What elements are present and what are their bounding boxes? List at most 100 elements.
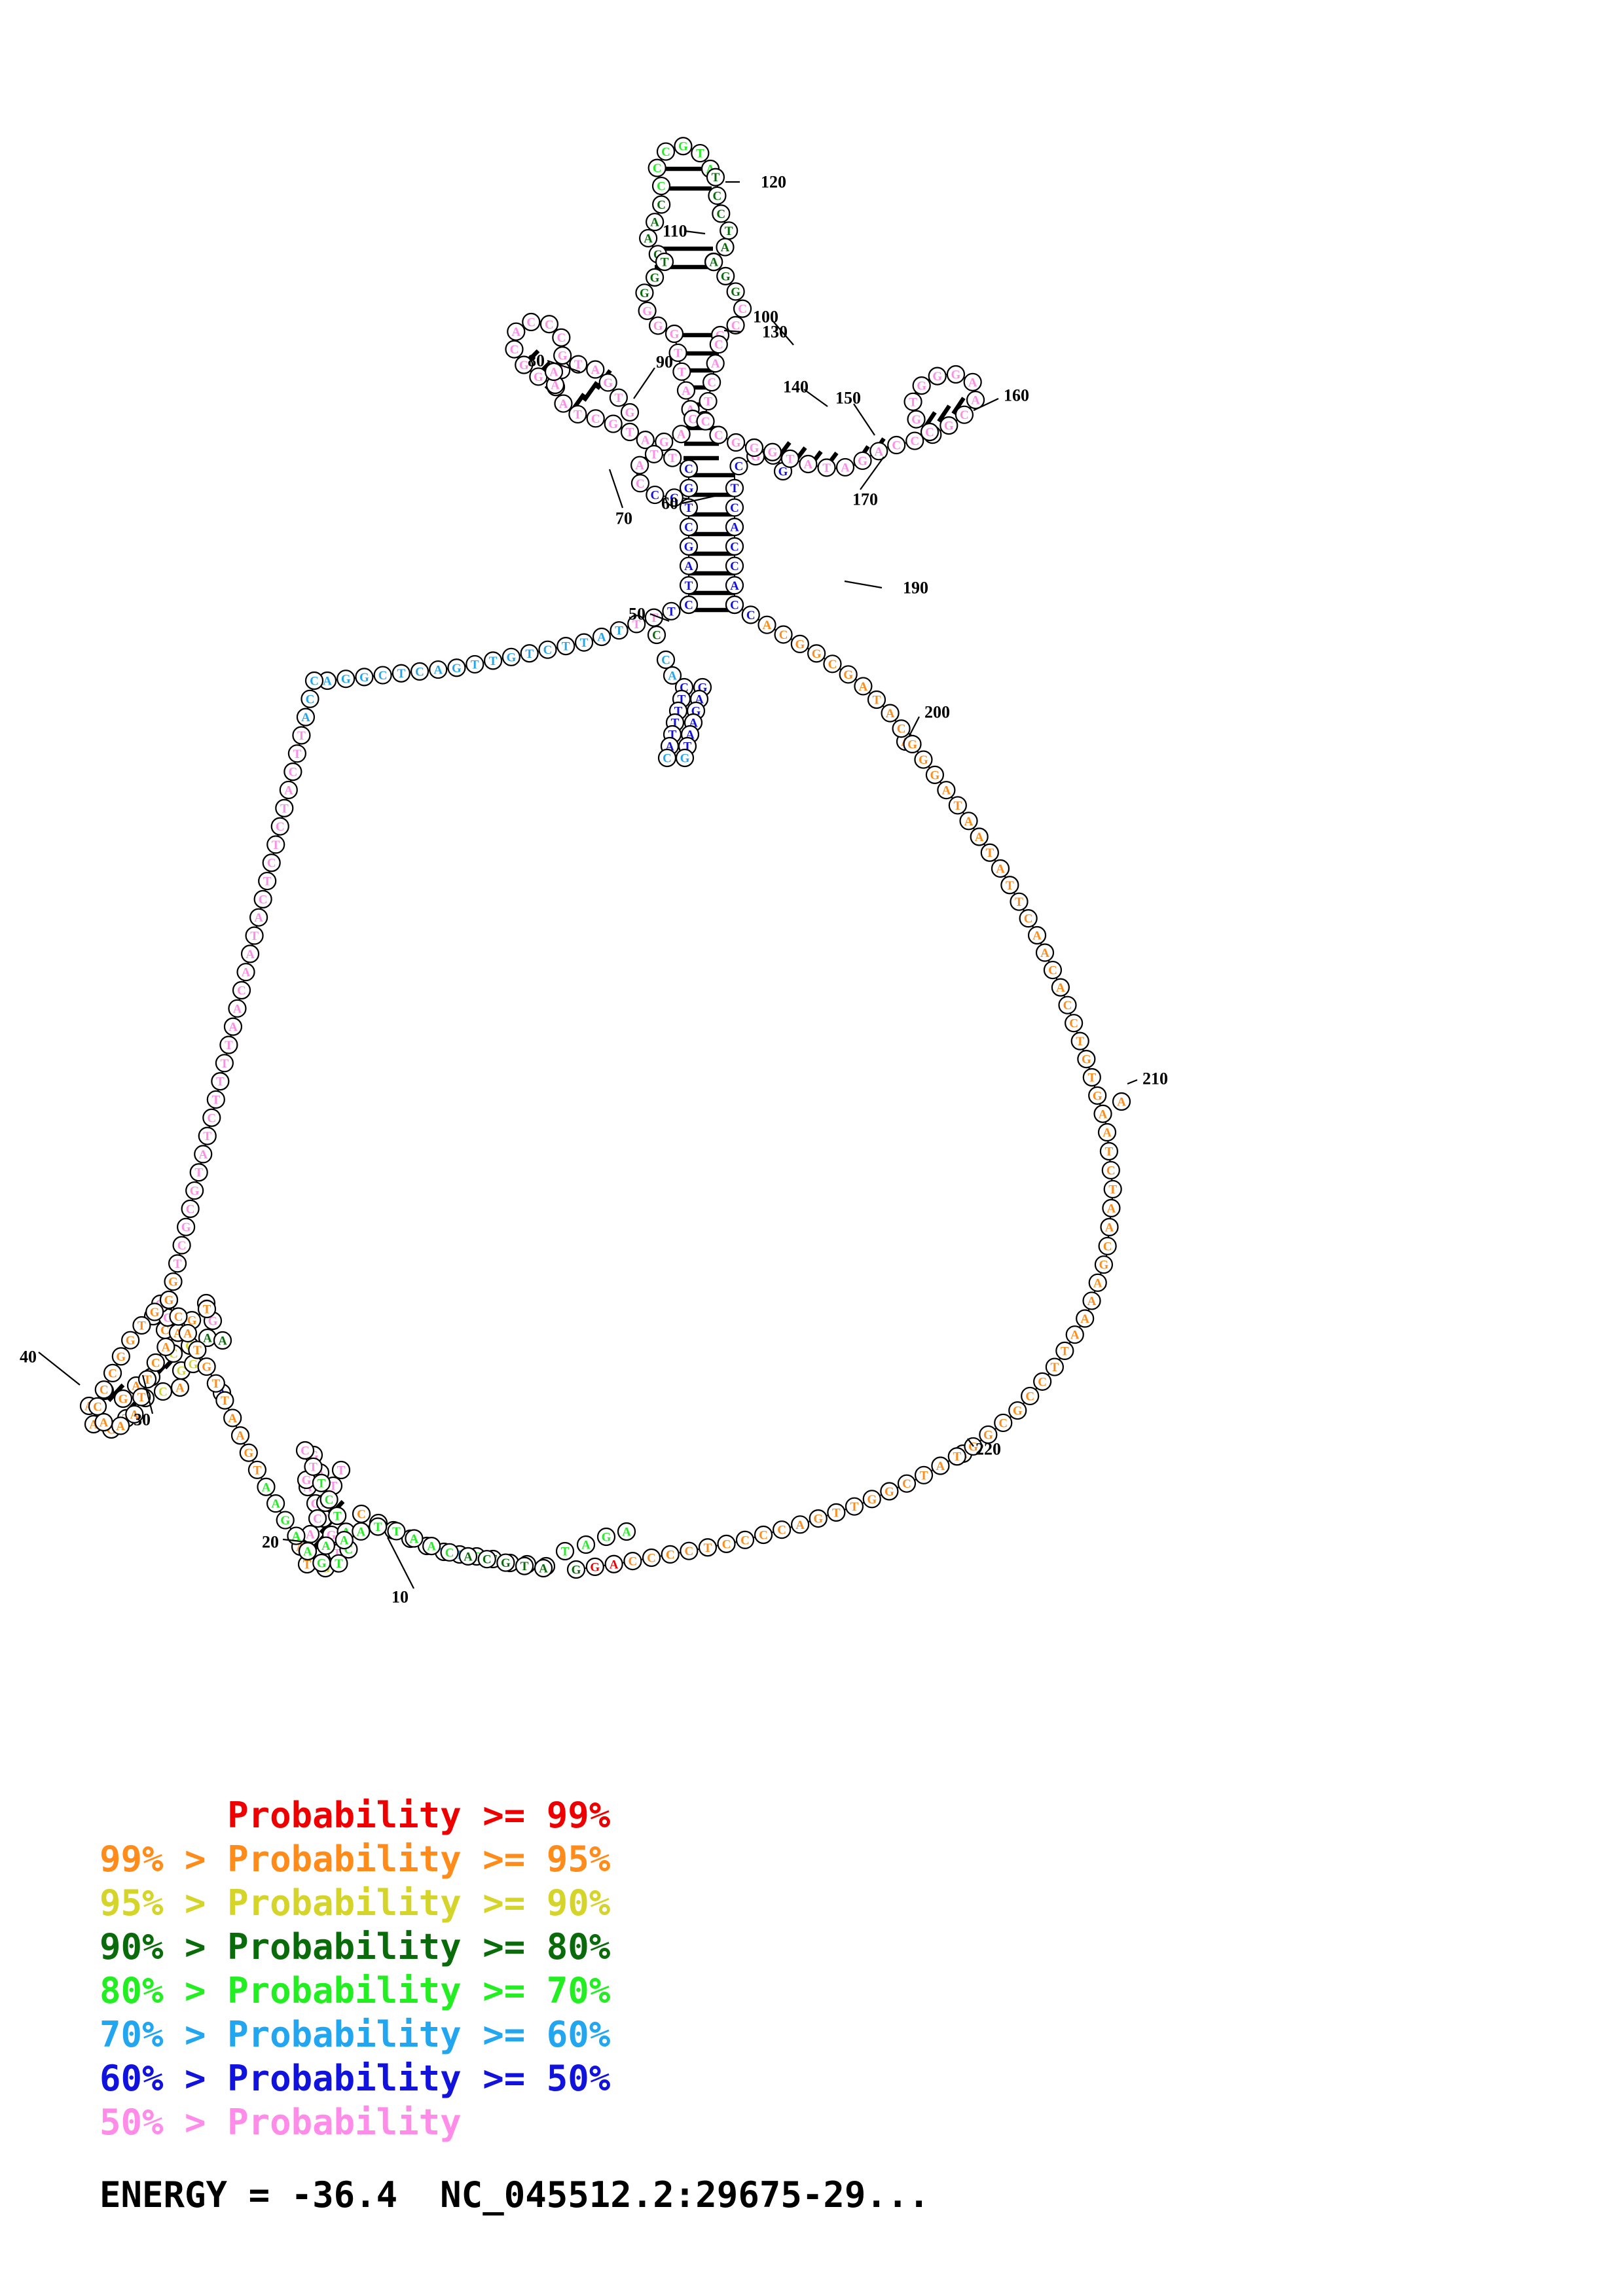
nucleotide-38[interactable]: G [113, 1389, 133, 1408]
nucleotide-0[interactable]: A [1097, 1122, 1117, 1142]
nucleotide-0[interactable]: T [817, 458, 836, 477]
nucleotide-0[interactable]: C [892, 719, 911, 738]
nucleotide-0[interactable]: C [270, 817, 289, 836]
nucleotide-0[interactable]: C [661, 1545, 680, 1564]
nucleotide-0[interactable]: A [352, 1522, 371, 1541]
nucleotide-0[interactable]: T [245, 926, 264, 945]
nucleotide-2[interactable]: T [555, 1541, 575, 1561]
nucleotide-0[interactable]: A [298, 1541, 318, 1561]
nucleotide-0[interactable]: T [668, 343, 687, 363]
nucleotide-0[interactable]: G [566, 1560, 586, 1579]
nucleotide-0[interactable]: A [156, 1337, 175, 1357]
nucleotide-0[interactable]: A [854, 677, 873, 696]
nucleotide-0[interactable]: A [223, 1408, 242, 1427]
nucleotide-0[interactable]: A [991, 859, 1010, 878]
nucleotide-0[interactable]: A [458, 1547, 478, 1566]
nucleotide-0[interactable]: G [177, 1217, 196, 1236]
nucleotide-0[interactable]: A [257, 1477, 276, 1496]
nucleotide-0[interactable]: G [716, 266, 735, 285]
nucleotide-0[interactable]: T [672, 362, 691, 381]
nucleotide-29[interactable]: C [308, 1509, 327, 1528]
nucleotide-0[interactable]: G [312, 1553, 331, 1573]
nucleotide-0[interactable]: A [230, 1426, 250, 1445]
nucleotide-0[interactable]: A [931, 1456, 950, 1475]
nucleotide-0[interactable]: A [335, 1531, 354, 1550]
nucleotide-77[interactable]: G [675, 748, 695, 768]
nucleotide-0[interactable]: C [410, 662, 429, 681]
nucleotide-0[interactable]: T [569, 355, 588, 374]
nucleotide-0[interactable]: A [716, 238, 735, 257]
nucleotide-0[interactable]: C [301, 689, 319, 708]
nucleotide-0[interactable]: C [955, 405, 974, 424]
nucleotide-0[interactable]: G [790, 634, 809, 654]
nucleotide-0[interactable]: C [709, 335, 728, 354]
nucleotide-0[interactable]: T [312, 1473, 331, 1492]
nucleotide-0[interactable]: G [635, 283, 654, 302]
nucleotide-0[interactable]: C [905, 431, 924, 450]
nucleotide-0[interactable]: T [219, 1035, 238, 1054]
nucleotide-0[interactable]: T [1099, 1141, 1118, 1161]
nucleotide-0[interactable]: C [304, 671, 324, 691]
nucleotide-0[interactable]: C [725, 498, 744, 517]
nucleotide-0[interactable]: G [447, 658, 466, 677]
nucleotide-0[interactable]: G [674, 137, 693, 156]
nucleotide-0[interactable]: T [369, 1517, 388, 1536]
nucleotide-0[interactable]: C [94, 1380, 113, 1399]
nucleotide-0[interactable]: A [1065, 1325, 1084, 1344]
nucleotide-0[interactable]: T [980, 843, 999, 862]
nucleotide-0[interactable]: C [652, 195, 671, 214]
nucleotide-0[interactable]: T [329, 1554, 348, 1573]
nucleotide-0[interactable]: G [880, 1482, 899, 1501]
nucleotide-0[interactable]: T [845, 1497, 864, 1516]
nucleotide-0[interactable]: A [757, 615, 776, 634]
nucleotide-0[interactable]: T [275, 798, 294, 817]
nucleotide-0[interactable]: C [642, 1548, 661, 1568]
nucleotide-0[interactable]: C [897, 1474, 917, 1493]
nucleotide-0[interactable]: T [211, 1072, 230, 1091]
nucleotide-0[interactable]: C [253, 889, 272, 908]
nucleotide-0[interactable]: A [706, 354, 725, 373]
nucleotide-0[interactable]: G [585, 1557, 604, 1576]
nucleotide-0[interactable]: A [639, 228, 658, 248]
nucleotide-48[interactable]: A [198, 1328, 217, 1348]
nucleotide-0[interactable]: C [295, 1441, 315, 1460]
nucleotide-0[interactable]: A [125, 1405, 144, 1424]
nucleotide-0[interactable]: C [283, 762, 302, 781]
nucleotide-0[interactable]: C [656, 142, 676, 161]
nucleotide-0[interactable]: T [287, 744, 306, 763]
nucleotide-0[interactable]: G [197, 1357, 216, 1376]
nucleotide-0[interactable]: A [236, 963, 255, 982]
nucleotide-0[interactable]: G [145, 1302, 164, 1321]
nucleotide-0[interactable]: C [774, 625, 793, 644]
nucleotide-0[interactable]: C [887, 435, 906, 455]
nucleotide-63[interactable]: A [663, 666, 682, 685]
nucleotide-0[interactable]: C [202, 1108, 221, 1127]
nucleotide-0[interactable]: T [655, 252, 674, 272]
nucleotide-0[interactable]: T [644, 444, 664, 463]
nucleotide-59[interactable]: G [297, 1470, 316, 1490]
nucleotide-0[interactable]: G [862, 1490, 881, 1509]
nucleotide-0[interactable]: T [1082, 1067, 1101, 1087]
nucleotide-0[interactable]: C [712, 204, 731, 223]
nucleotide-0[interactable]: C [994, 1413, 1013, 1433]
nucleotide-0[interactable]: G [529, 367, 548, 386]
nucleotide-0[interactable]: T [691, 143, 710, 163]
nucleotide-0[interactable]: T [304, 1457, 323, 1477]
nucleotide-0[interactable]: C [146, 1353, 165, 1372]
nucleotide-0[interactable]: C [103, 1363, 122, 1383]
nucleotide-0[interactable]: T [914, 1465, 934, 1484]
nucleotide-0[interactable]: T [574, 633, 594, 652]
nucleotide-0[interactable]: C [679, 595, 699, 615]
nucleotide-62[interactable]: C [656, 650, 676, 670]
nucleotide-0[interactable]: C [630, 474, 650, 493]
nucleotide-0[interactable]: C [679, 518, 699, 537]
nucleotide-0[interactable]: G [665, 324, 684, 344]
nucleotide-0[interactable]: A [111, 1416, 130, 1435]
nucleotide-0[interactable]: A [592, 627, 611, 647]
nucleotide-0[interactable]: G [638, 301, 657, 320]
nucleotide-0[interactable]: T [1103, 1179, 1122, 1199]
nucleotide-0[interactable]: C [726, 315, 745, 334]
nucleotide-0[interactable]: A [679, 556, 699, 575]
nucleotide-0[interactable]: C [319, 1490, 338, 1509]
nucleotide-0[interactable]: A [869, 442, 888, 461]
